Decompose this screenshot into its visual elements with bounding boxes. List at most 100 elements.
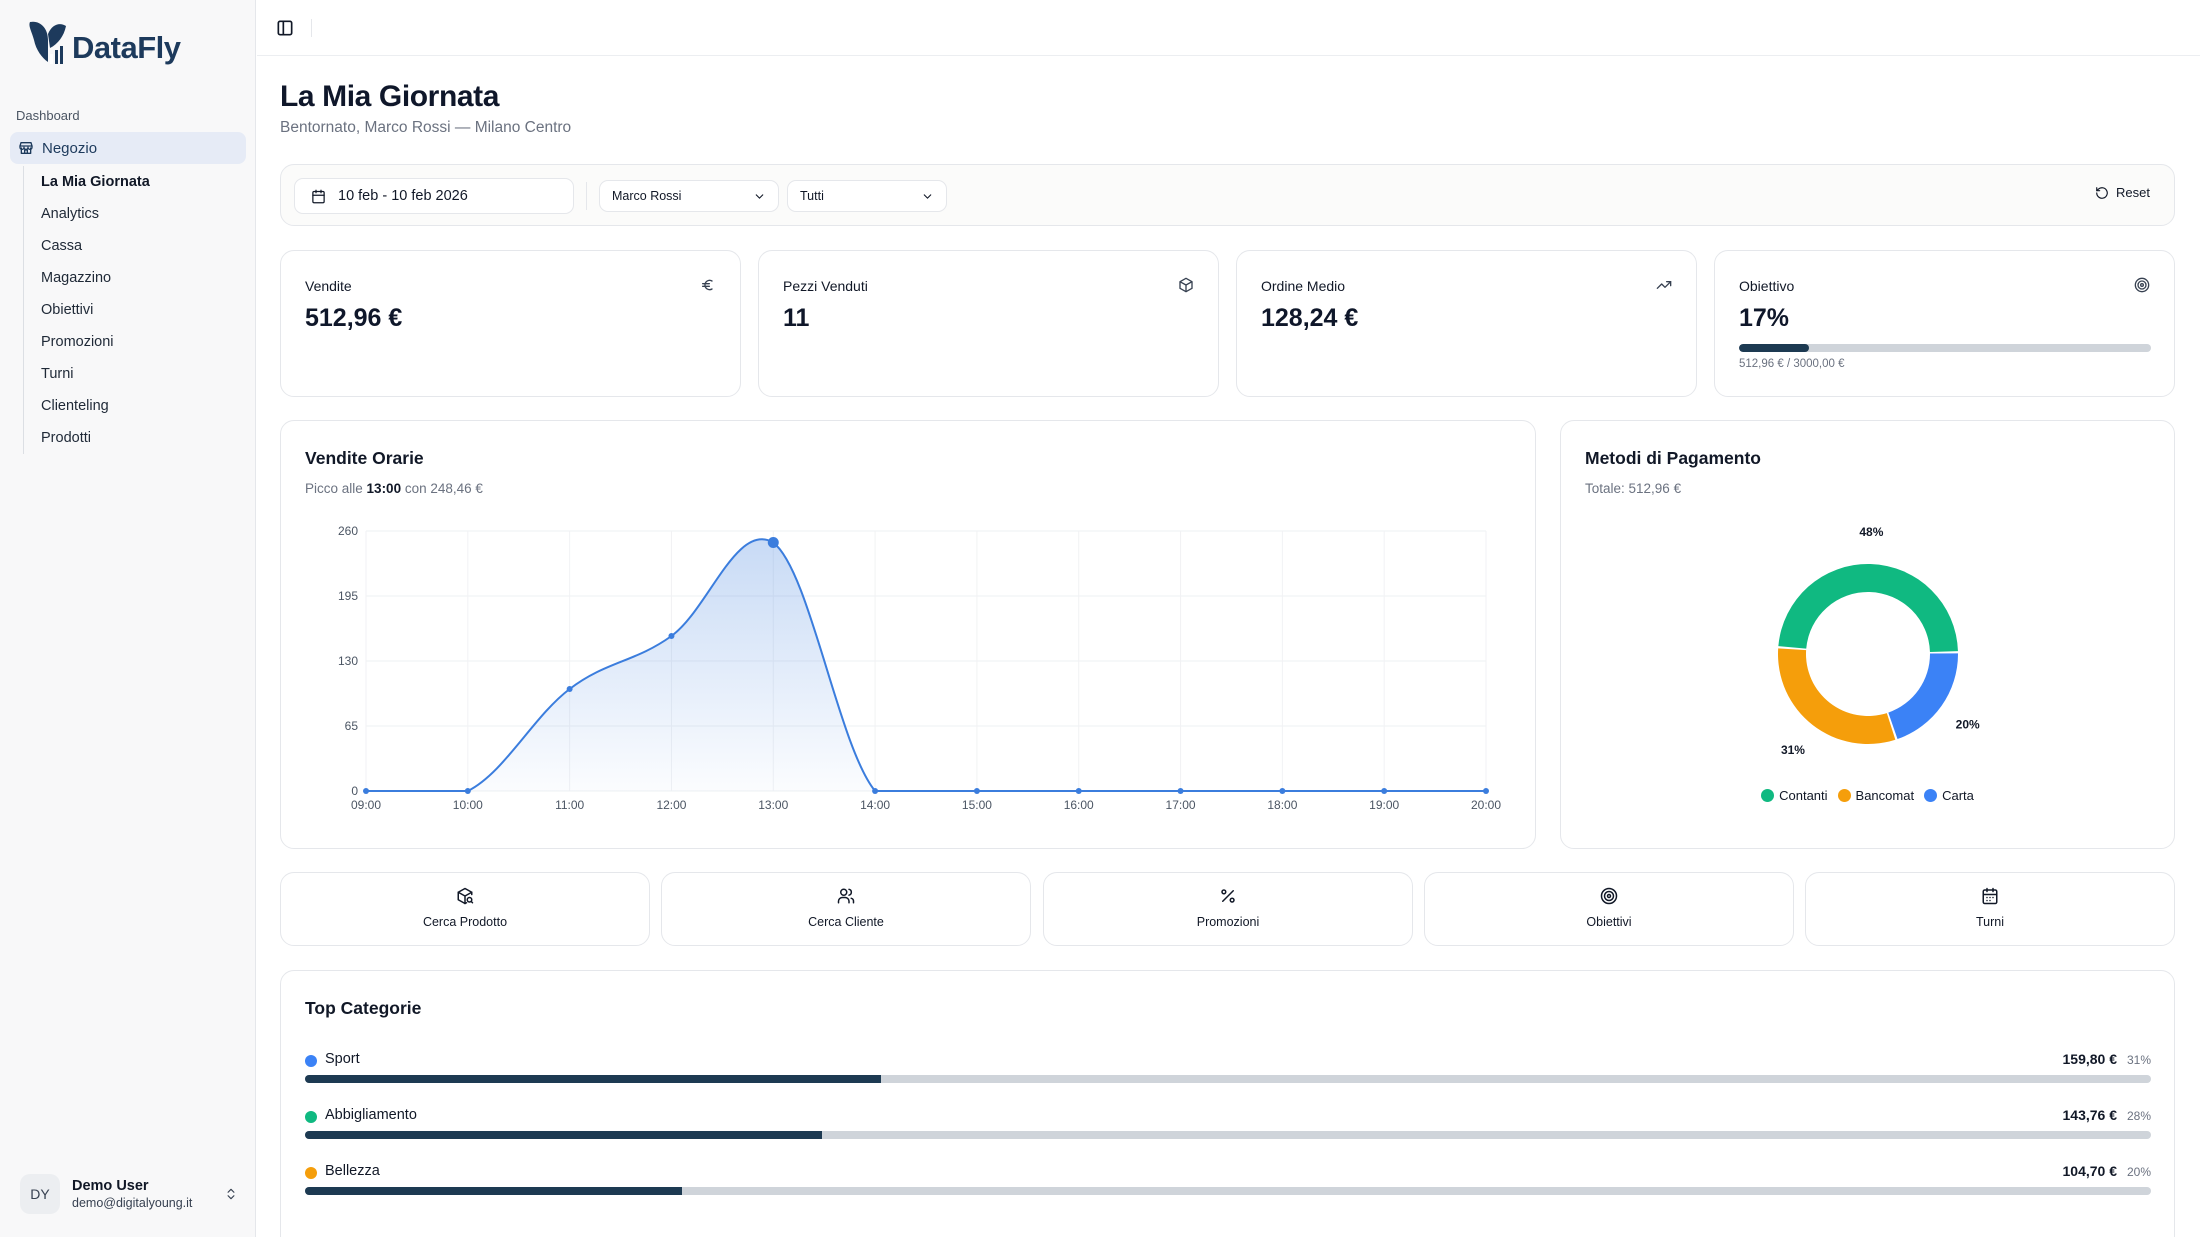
- category-bar: [305, 1187, 2151, 1195]
- action-label: Cerca Cliente: [808, 915, 884, 929]
- filter-divider: [586, 182, 587, 210]
- y-tick-label: 260: [338, 524, 358, 538]
- x-tick-label: 15:00: [962, 798, 992, 812]
- y-tick-label: 195: [338, 589, 358, 603]
- y-tick-label: 0: [351, 784, 358, 798]
- app-logo[interactable]: DataFly: [26, 18, 181, 70]
- action-promozioni-button[interactable]: Promozioni: [1043, 872, 1413, 946]
- sidebar-toggle-icon[interactable]: [275, 18, 295, 38]
- slice-label: 31%: [1781, 743, 1805, 757]
- sidebar-item-cassa[interactable]: Cassa: [41, 238, 83, 254]
- chevron-down-icon: [755, 193, 764, 199]
- category-name: Abbigliamento: [325, 1107, 417, 1123]
- payment-donut-chart: 48% 31% 20%: [1778, 525, 1980, 757]
- stat-card-sales: Vendite 512,96 €: [280, 250, 741, 397]
- users-icon: [837, 888, 855, 904]
- stat-card-avg-order: Ordine Medio 128,24 €: [1236, 250, 1697, 397]
- hourly-sales-chart: 0 65 130 195 260 09:00 10:00 11:00 12:00 13:00 14:…: [338, 524, 1501, 812]
- data-point[interactable]: [872, 788, 879, 794]
- action-cerca-prodotto-button[interactable]: Cerca Prodotto: [280, 872, 650, 946]
- avatar: DY: [20, 1174, 60, 1214]
- package-search-icon: [457, 887, 474, 905]
- rotate-ccw-icon: [2096, 186, 2108, 199]
- category-name: Sport: [325, 1051, 360, 1067]
- nav-section-label: Dashboard: [16, 108, 80, 123]
- donut-slice-bancomat[interactable]: [1778, 648, 1896, 744]
- category-name: Bellezza: [325, 1163, 380, 1179]
- reset-label: Reset: [2116, 185, 2150, 200]
- donut-slice-contanti[interactable]: [1778, 563, 1958, 652]
- category-select[interactable]: Tutti: [787, 180, 947, 212]
- action-obiettivi-button[interactable]: Obiettivi: [1424, 872, 1794, 946]
- legend-swatch: [1837, 789, 1851, 802]
- reset-button[interactable]: Reset: [2095, 185, 2150, 200]
- goal-progress-fill: [1739, 344, 1810, 352]
- y-tick-label: 130: [338, 654, 358, 668]
- payments-total: Totale: 512,96 €: [1585, 481, 1682, 496]
- page-title: La Mia Giornata: [280, 80, 500, 113]
- user-menu[interactable]: DY Demo User demo@digitalyoung.it: [20, 1171, 238, 1217]
- sidebar-item-la-mia-giornata[interactable]: La Mia Giornata: [41, 174, 150, 190]
- area-fill: [366, 539, 1486, 791]
- top-categories-card: Top Categorie Sport 159,80 € 31% Abbigli…: [280, 970, 2175, 1237]
- sidebar-item-obiettivi[interactable]: Obiettivi: [41, 302, 94, 318]
- legend-item-bancomat: Bancomat: [1837, 788, 1915, 803]
- peak-prefix: Picco alle: [305, 481, 363, 496]
- donut-legend: Contanti Bancomat Carta: [1561, 788, 2174, 803]
- calendar-icon: [312, 189, 325, 203]
- date-range-picker[interactable]: 10 feb - 10 feb 2026: [294, 178, 574, 214]
- seller-select[interactable]: Marco Rossi: [599, 180, 779, 212]
- sidebar-item-promozioni[interactable]: Promozioni: [41, 334, 114, 350]
- peak-time: 13:00: [366, 481, 402, 496]
- goal-progress-text: 512,96 € / 3000,00 €: [1739, 358, 1845, 370]
- page-subtitle: Bentornato, Marco Rossi — Milano Centro: [280, 119, 572, 136]
- category-amount: 143,76 €: [2062, 1107, 2118, 1123]
- data-point[interactable]: [1279, 788, 1286, 794]
- stat-title: Vendite: [305, 278, 352, 294]
- legend-label: Contanti: [1779, 788, 1828, 803]
- legend-label: Bancomat: [1855, 788, 1915, 803]
- action-turni-button[interactable]: Turni: [1805, 872, 2175, 946]
- data-point[interactable]: [973, 788, 980, 794]
- data-point[interactable]: [767, 537, 779, 549]
- data-point[interactable]: [1075, 788, 1082, 794]
- data-point[interactable]: [668, 633, 675, 639]
- action-cerca-cliente-button[interactable]: Cerca Cliente: [661, 872, 1031, 946]
- sidebar-item-prodotti[interactable]: Prodotti: [41, 430, 91, 446]
- data-point[interactable]: [464, 788, 471, 794]
- x-tick-label: 13:00: [758, 798, 788, 812]
- x-tick-label: 09:00: [351, 798, 381, 812]
- stat-title: Ordine Medio: [1261, 278, 1346, 294]
- x-tick-label: 17:00: [1166, 798, 1196, 812]
- sidebar-item-analytics[interactable]: Analytics: [41, 206, 100, 222]
- data-point[interactable]: [566, 686, 573, 692]
- sidebar-item-clienteling[interactable]: Clienteling: [41, 398, 109, 414]
- package-icon: [1179, 277, 1193, 293]
- data-point[interactable]: [1177, 788, 1184, 794]
- category-percent: 28%: [2126, 1109, 2151, 1123]
- category-dot: [305, 1111, 317, 1123]
- nav-group-label: Negozio: [42, 139, 98, 157]
- category-bar-fill: [305, 1131, 822, 1139]
- category-percent: 31%: [2126, 1053, 2151, 1067]
- category-bar: [305, 1075, 2151, 1083]
- percent-icon: [1221, 889, 1235, 903]
- nav-group-negozio[interactable]: Negozio: [10, 132, 246, 164]
- store-icon: [19, 142, 33, 154]
- seller-select-value: Marco Rossi: [612, 189, 682, 203]
- x-tick-label: 10:00: [453, 798, 483, 812]
- peak-suffix: con 248,46 €: [404, 481, 483, 496]
- sidebar-item-turni[interactable]: Turni: [41, 366, 74, 382]
- donut-slice-carta[interactable]: [1888, 653, 1958, 740]
- card-title: Top Categorie: [305, 998, 422, 1018]
- data-point[interactable]: [1381, 788, 1388, 794]
- legend-swatch: [1761, 789, 1775, 802]
- euro-icon: [702, 279, 713, 291]
- hourly-sales-card: Vendite Orarie Picco alle 13:00 con 248,…: [280, 420, 1536, 849]
- user-name: Demo User: [72, 1178, 149, 1194]
- data-point[interactable]: [363, 788, 369, 794]
- sidebar-item-magazzino[interactable]: Magazzino: [41, 270, 112, 286]
- topbar: [257, 0, 2200, 56]
- data-point[interactable]: [1483, 788, 1489, 794]
- card-title: Vendite Orarie: [305, 448, 424, 468]
